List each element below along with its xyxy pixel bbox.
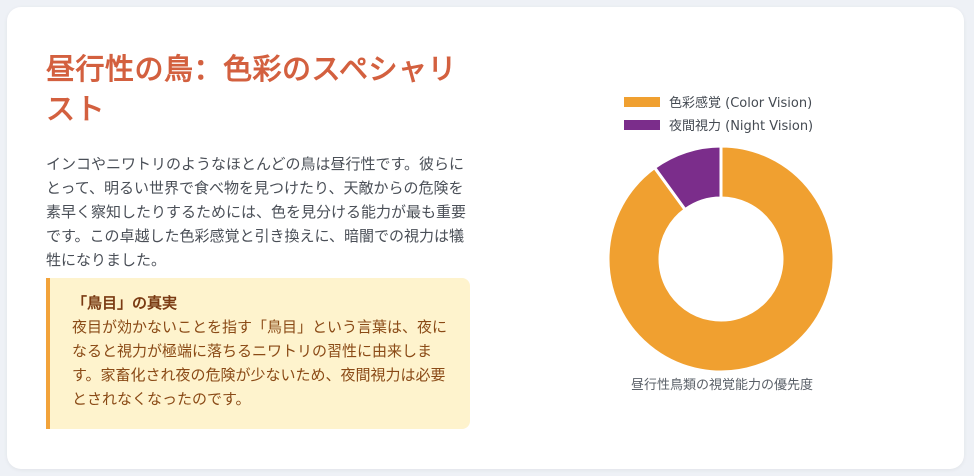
chart-slices — [606, 144, 836, 374]
page-title: 昼行性の鳥：色彩のスペシャリスト — [46, 52, 457, 126]
legend-swatch-1 — [624, 120, 660, 130]
chart-legend: 色彩感覚 (Color Vision) 夜間視力 (Night Vision) — [624, 95, 813, 134]
doughnut-slice-0 — [606, 144, 836, 374]
callout-title: 「鳥目」の真実 — [72, 294, 178, 312]
doughnut-slice-1 — [652, 144, 723, 212]
callout-text: 夜目が効かないことを指す「鳥目」という言葉は、夜になると視力が極端に落ちるニワト… — [72, 318, 448, 408]
legend-label-1: 夜間視力 (Night Vision) — [669, 119, 813, 134]
doughnut-chart: 色彩感覚 (Color Vision) 夜間視力 (Night Vision) 昼… — [606, 95, 836, 393]
content-card: 昼行性の鳥：色彩のスペシャリスト インコやニワトリのようなほとんどの鳥は昼行性で… — [7, 7, 964, 469]
legend-label-0: 色彩感覚 (Color Vision) — [669, 95, 812, 111]
description-text: インコやニワトリのようなほとんどの鳥は昼行性です。彼らにとって、明るい世界で食べ… — [46, 155, 467, 269]
chart-caption: 昼行性鳥類の視覚能力の優先度 — [631, 377, 813, 393]
legend-swatch-0 — [624, 97, 660, 107]
callout-box: 「鳥目」の真実 夜目が効かないことを指す「鳥目」という言葉は、夜になると視力が極… — [46, 278, 470, 429]
text-column: 昼行性の鳥：色彩のスペシャリスト インコやニワトリのようなほとんどの鳥は昼行性で… — [46, 49, 474, 272]
